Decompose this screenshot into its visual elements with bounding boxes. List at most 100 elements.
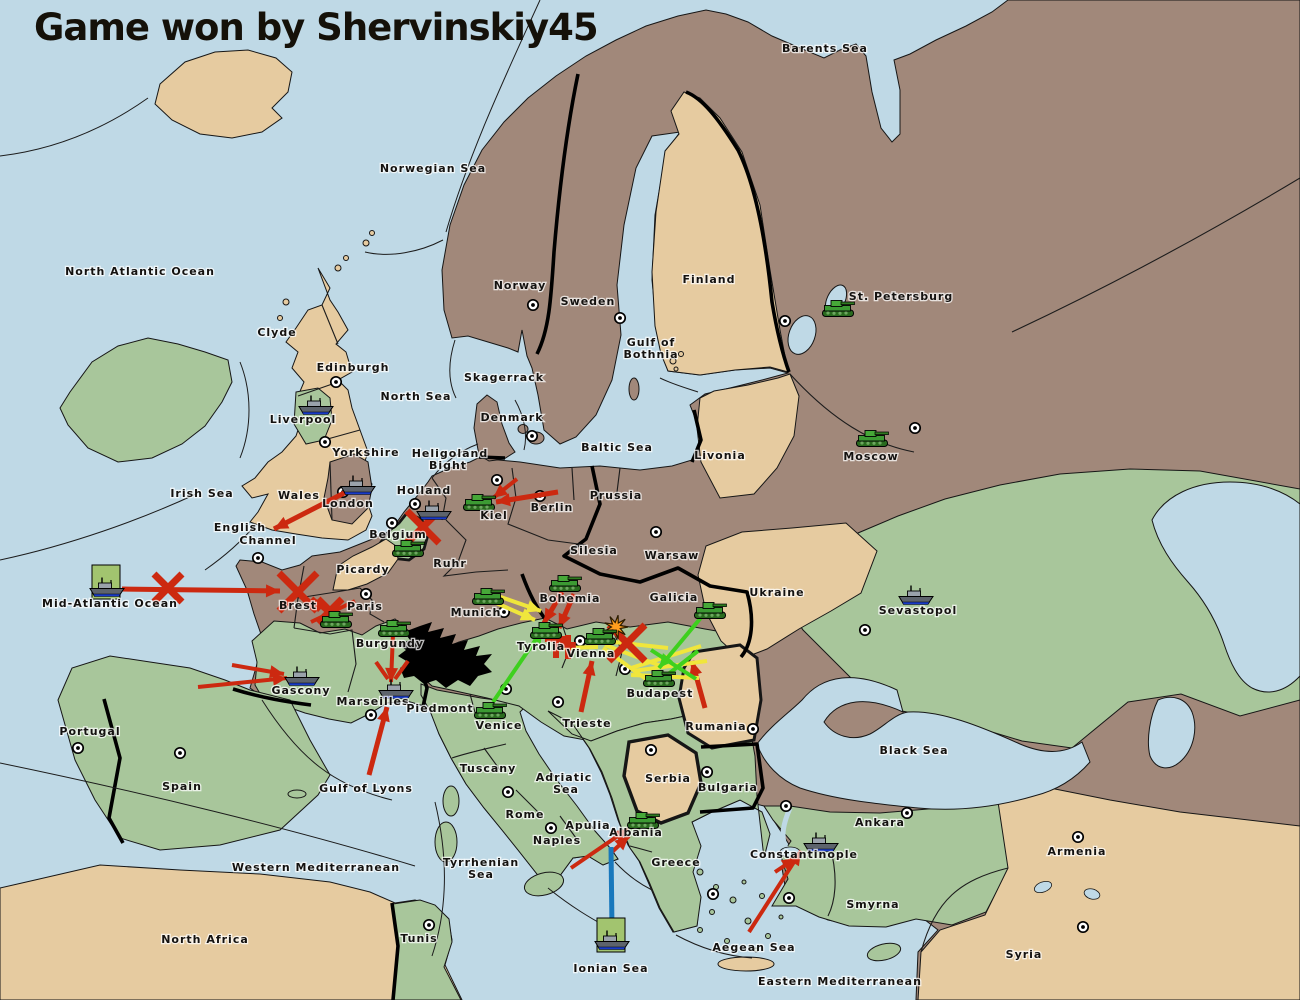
landmass-ireland[interactable] <box>59 337 233 463</box>
label-english: English <box>214 521 266 534</box>
label-galicia: Galicia <box>650 591 699 604</box>
label-silesia: Silesia <box>570 544 618 557</box>
supply-center-icon <box>318 435 332 449</box>
region-armenia-syria[interactable] <box>917 781 1300 1000</box>
region-livonia[interactable] <box>696 373 800 499</box>
label-prussia: Prussia <box>590 489 643 502</box>
label-irish-sea: Irish Sea <box>170 487 233 500</box>
order-arrow-red <box>578 660 596 713</box>
label-edinburgh: Edinburgh <box>317 361 390 374</box>
supply-center-icon <box>526 298 540 312</box>
order-arrow-red <box>541 590 565 625</box>
label-sweden: Sweden <box>561 295 616 308</box>
label-black-sea: Black Sea <box>879 744 948 757</box>
label-mid-atlantic-ocean: Mid-Atlantic Ocean <box>42 597 178 610</box>
label-constantinople: Constantinople <box>750 848 858 861</box>
label-belgium: Belgium <box>369 528 427 541</box>
dislodged-burst-icon <box>604 614 629 640</box>
label-munich: Munich <box>451 606 502 619</box>
region-denmark[interactable] <box>473 394 516 462</box>
supply-center-icon <box>551 695 565 709</box>
supply-center-icon <box>501 785 515 799</box>
supply-center-icon <box>408 497 422 511</box>
game-result-title: Game won by Shervinskiy45 <box>34 6 599 49</box>
failed-move-x-mark <box>151 571 185 605</box>
label-tyrrhenian: Tyrrhenian <box>443 856 519 869</box>
supply-center-icon <box>746 722 760 736</box>
region-liverpool[interactable] <box>293 387 333 445</box>
label-rumania: Rumania <box>685 720 746 733</box>
label-burgundy: Burgundy <box>356 637 424 650</box>
order-arrow-red <box>385 633 399 683</box>
inland-seas <box>756 284 1300 900</box>
supply-center-icon <box>525 429 539 443</box>
supply-center-icon <box>778 314 792 328</box>
label-wales: Wales <box>278 489 320 502</box>
island-zealand <box>517 424 529 434</box>
supply-center-icon <box>359 587 373 601</box>
supply-center-icon <box>900 806 914 820</box>
label-ankara: Ankara <box>855 816 905 829</box>
order-arrow-red <box>495 489 559 507</box>
region-serbia[interactable] <box>622 733 703 825</box>
region-tunis[interactable] <box>392 899 462 1000</box>
label-sea: Sea <box>553 783 579 796</box>
order-arrow-red <box>610 834 631 854</box>
supply-center-icon <box>422 918 436 932</box>
label-channel: Channel <box>239 534 296 547</box>
label-budapest: Budapest <box>627 687 694 700</box>
landmass-iceland[interactable] <box>154 49 293 139</box>
label-sea: Sea <box>468 868 494 881</box>
supply-center-icon <box>385 516 399 530</box>
label-gulf-of-lyons: Gulf of Lyons <box>319 782 413 795</box>
label-baltic-sea: Baltic Sea <box>581 441 653 454</box>
label-north-atlantic-ocean: North Atlantic Ocean <box>65 265 215 278</box>
label-western-mediterranean: Western Mediterranean <box>232 861 400 874</box>
supply-center-icon <box>251 551 265 565</box>
order-arrow-red <box>231 663 285 679</box>
label-gascony: Gascony <box>271 684 330 697</box>
order-arrow-red <box>366 706 390 776</box>
label-paris: Paris <box>347 600 383 613</box>
label-north-africa: North Africa <box>161 933 249 946</box>
order-arrow-blue <box>608 846 615 930</box>
fleet-unit-mid-atlantic-ocean[interactable] <box>89 564 125 600</box>
label-tyrolia: Tyrolia <box>517 640 565 653</box>
support-hold-cross <box>560 635 576 659</box>
order-arrow-yellow <box>494 593 542 613</box>
label-armenia: Armenia <box>1048 845 1107 858</box>
label-warsaw: Warsaw <box>645 549 700 562</box>
label-bothnia: Bothnia <box>623 348 678 361</box>
label-livonia: Livonia <box>694 449 746 462</box>
label-bohemia: Bohemia <box>540 592 601 605</box>
order-arrow-green <box>649 648 698 681</box>
supply-center-icon <box>700 765 714 779</box>
label-barents-sea: Barents Sea <box>782 42 868 55</box>
label-bulgaria: Bulgaria <box>698 781 758 794</box>
label-trieste: Trieste <box>562 717 611 730</box>
supply-center-icon <box>544 821 558 835</box>
national-borders <box>102 73 791 1000</box>
label-holland: Holland <box>397 484 451 497</box>
order-arrow-red <box>272 486 354 532</box>
label-norwegian-sea: Norwegian Sea <box>380 162 486 175</box>
supply-center-icon <box>613 311 627 325</box>
label-piedmont: Piedmont <box>406 702 473 715</box>
supply-center-icon <box>649 525 663 539</box>
supply-center-icon <box>779 799 793 813</box>
label-gulf-of: Gulf of <box>627 336 676 349</box>
supply-center-icon <box>573 634 587 648</box>
order-arrow-red <box>773 856 798 874</box>
supply-center-icon <box>908 421 922 435</box>
fleet-unit-ionian-sea[interactable] <box>594 917 630 953</box>
supply-center-icon <box>1071 830 1085 844</box>
label-apulia: Apulia <box>565 819 610 832</box>
label-marseilles: Marseilles <box>336 695 409 708</box>
islands-decorative <box>277 230 902 972</box>
label-brest: Brest <box>279 599 317 612</box>
order-arrow-red <box>121 584 281 598</box>
label-norway: Norway <box>494 279 547 292</box>
landmass-north-africa[interactable] <box>0 864 463 1000</box>
